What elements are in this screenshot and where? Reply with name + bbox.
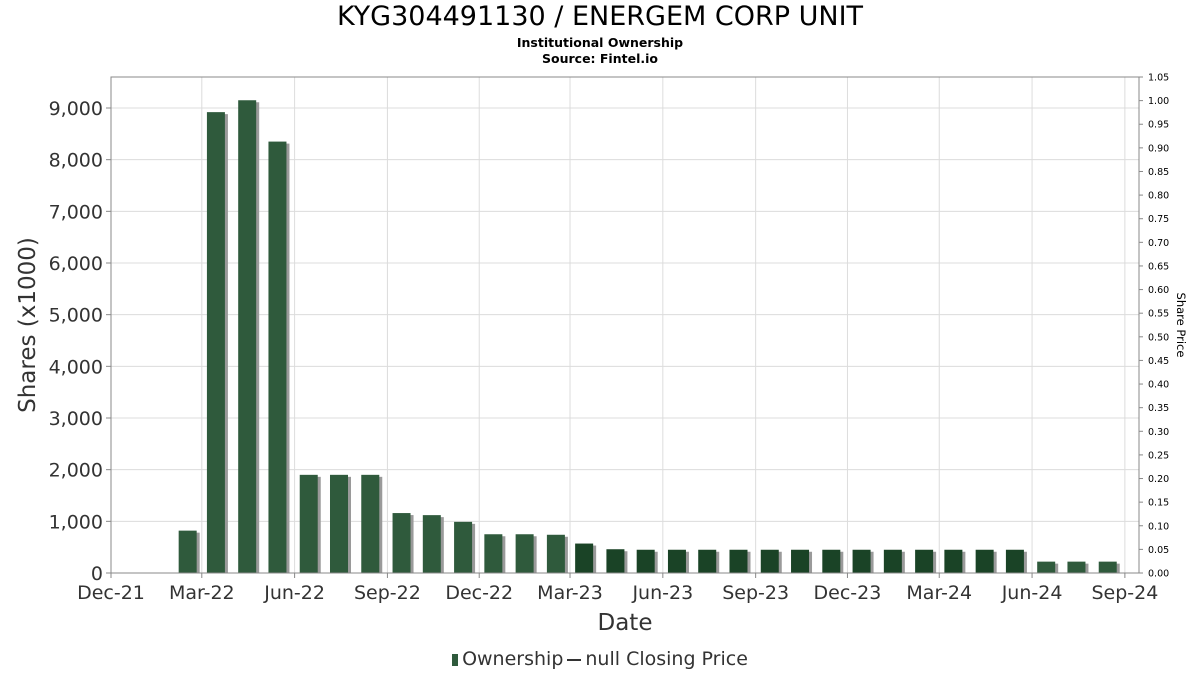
y2-tick-label: 0.45 <box>1148 356 1169 367</box>
chart-subtitle: Institutional Ownership <box>516 35 684 50</box>
chart-source: Source: Fintel.io <box>542 51 658 66</box>
ownership-bar <box>1067 561 1086 573</box>
grid <box>110 77 1139 574</box>
chart-canvas: Dec-21 Mar-22 Jun-22 Sep-22 Dec-22 Mar-23 Jun-… <box>15 73 1188 637</box>
y-tick-label: 3,000 <box>49 408 103 430</box>
ownership-bar <box>852 549 871 573</box>
ownership-bar <box>667 549 686 573</box>
y2-tick-label: 0.65 <box>1148 261 1169 272</box>
ownership-bar <box>1098 561 1117 573</box>
x-axis-ticks: Dec-21 Mar-22 Jun-22 Sep-22 Dec-22 Mar-23 Jun-… <box>77 573 1158 604</box>
y-tick-label: 9,000 <box>49 98 103 120</box>
y2-tick-label: 0.80 <box>1148 191 1169 202</box>
y2-tick-label: 1.00 <box>1148 96 1169 107</box>
ownership-bar <box>606 549 625 573</box>
bars <box>178 100 1120 574</box>
y2-tick-label: 1.05 <box>1148 73 1169 84</box>
ownership-bar <box>484 534 503 573</box>
legend: Ownership null Closing Price <box>0 647 1200 671</box>
y2-tick-label: 0.60 <box>1148 285 1169 296</box>
ownership-bar <box>178 530 197 573</box>
ownership-legend-swatch <box>452 653 459 666</box>
y2-tick-label: 0.05 <box>1148 545 1169 556</box>
ownership-bar <box>454 521 473 573</box>
y2-tick-label: 0.50 <box>1148 332 1169 343</box>
ownership-bar <box>636 549 655 573</box>
x-tick-label: Sep-23 <box>722 582 789 604</box>
y2-tick-label: 0.55 <box>1148 309 1169 320</box>
x-tick-label: Mar-22 <box>169 582 235 604</box>
y-tick-label: 2,000 <box>49 460 103 482</box>
ownership-bar <box>760 549 779 573</box>
y2-tick-label: 0.15 <box>1148 498 1169 509</box>
ownership-bar <box>883 549 902 573</box>
chart-title: KYG304491130 / ENERGEM CORP UNIT <box>336 1 864 32</box>
ownership-bar <box>361 474 380 573</box>
ownership-bar <box>268 141 287 574</box>
ownership-bar <box>822 549 841 573</box>
y2-tick-label: 0.00 <box>1148 569 1169 580</box>
plot-frame <box>110 76 1140 574</box>
y-tick-label: 0 <box>91 563 103 585</box>
price-legend-label: null Closing Price <box>585 648 748 670</box>
y-tick-label: 6,000 <box>49 253 103 275</box>
x-tick-label: Dec-23 <box>814 582 882 604</box>
y-tick-label: 5,000 <box>49 305 103 327</box>
ownership-bar <box>1005 549 1024 573</box>
y2-tick-label: 0.30 <box>1148 427 1169 438</box>
ownership-bar <box>238 100 257 573</box>
y-axis-label: Shares (x1000) <box>15 237 41 413</box>
ownership-bar <box>915 549 934 573</box>
y2-tick-label: 0.85 <box>1148 167 1169 178</box>
x-tick-label: Jun-22 <box>263 582 325 604</box>
ownership-bar <box>944 549 963 573</box>
y2-tick-label: 0.95 <box>1148 120 1169 131</box>
ownership-bar <box>1037 561 1056 573</box>
y2-tick-label: 0.70 <box>1148 238 1169 249</box>
x-tick-label: Mar-24 <box>906 582 972 604</box>
x-tick-label: Dec-21 <box>77 582 145 604</box>
y-tick-label: 1,000 <box>49 511 103 533</box>
ownership-bar <box>206 112 225 573</box>
ownership-bar <box>729 549 748 573</box>
y2-tick-label: 0.10 <box>1148 521 1169 532</box>
y2-axis-label: Share Price <box>1174 293 1188 358</box>
price-legend-line <box>567 658 582 661</box>
ownership-bar <box>546 534 565 573</box>
x-tick-label: Sep-24 <box>1091 582 1158 604</box>
x-tick-label: Mar-23 <box>537 582 603 604</box>
y2-tick-label: 0.40 <box>1148 380 1169 391</box>
ownership-bar <box>299 474 318 573</box>
y2-axis-ticks: 0.00 0.05 0.10 0.15 0.20 0.25 0.30 0.35 0.40 0.45… <box>1139 73 1169 580</box>
y-tick-label: 4,000 <box>49 356 103 378</box>
x-tick-label: Sep-22 <box>354 582 421 604</box>
y2-tick-label: 0.90 <box>1148 143 1169 154</box>
ownership-bar <box>515 534 534 573</box>
x-tick-label: Jun-24 <box>1001 582 1063 604</box>
ownership-bar <box>422 515 441 573</box>
x-axis-label: Date <box>598 610 653 636</box>
y2-tick-label: 0.35 <box>1148 403 1169 414</box>
ownership-bar <box>575 543 594 573</box>
y-tick-label: 8,000 <box>49 150 103 172</box>
ownership-legend-label: Ownership <box>462 648 564 670</box>
y-axis-ticks: 0 1,000 2,000 3,000 4,000 5,000 6,000 7,000 8,00… <box>49 98 111 585</box>
ownership-bar <box>392 513 411 573</box>
ownership-bar <box>975 549 994 573</box>
x-tick-label: Dec-22 <box>445 582 513 604</box>
ownership-bar <box>698 549 717 573</box>
ownership-bar <box>791 549 810 573</box>
y2-tick-label: 0.25 <box>1148 450 1169 461</box>
ownership-bar <box>329 474 348 573</box>
y2-tick-label: 0.75 <box>1148 214 1169 225</box>
y-tick-label: 7,000 <box>49 201 103 223</box>
y2-tick-label: 0.20 <box>1148 474 1169 485</box>
x-tick-label: Jun-23 <box>631 582 693 604</box>
